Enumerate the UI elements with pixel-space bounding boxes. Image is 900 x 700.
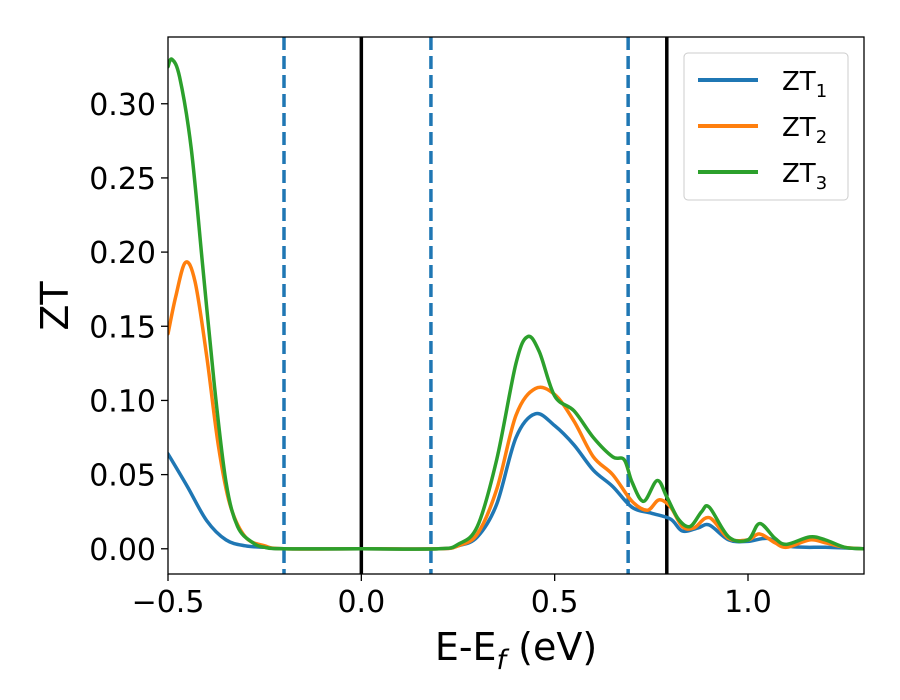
y-tick-label: 0.20 xyxy=(89,236,156,271)
y-tick-label: 0.10 xyxy=(89,384,156,419)
x-axis-label: E-Ef (eV) xyxy=(435,625,597,676)
series-line-zt1 xyxy=(168,411,864,551)
y-tick-label: 0.15 xyxy=(89,310,156,345)
legend-label-zt2: ZT2 xyxy=(782,113,827,148)
legend-box xyxy=(683,52,849,201)
x-tick-label: 0.5 xyxy=(531,585,579,620)
legend: ZT1 ZT2 ZT3 xyxy=(683,52,849,201)
x-tick-label: 1.0 xyxy=(724,585,772,620)
y-tick-label: 0.00 xyxy=(89,533,156,568)
series-line-zt3 xyxy=(168,57,864,551)
y-tick-label: 0.25 xyxy=(89,162,156,197)
legend-label-zt3: ZT3 xyxy=(782,159,827,194)
legend-label-zt1: ZT1 xyxy=(782,67,827,102)
x-tick-label: −0.5 xyxy=(132,585,205,620)
y-tick-label: 0.05 xyxy=(89,459,156,494)
series-line-zt2 xyxy=(168,260,864,551)
y-axis-label: ZT xyxy=(33,281,77,331)
plot-area-frame xyxy=(167,36,865,575)
y-tick-label: 0.30 xyxy=(89,88,156,123)
x-tick-label: 0.0 xyxy=(337,585,385,620)
